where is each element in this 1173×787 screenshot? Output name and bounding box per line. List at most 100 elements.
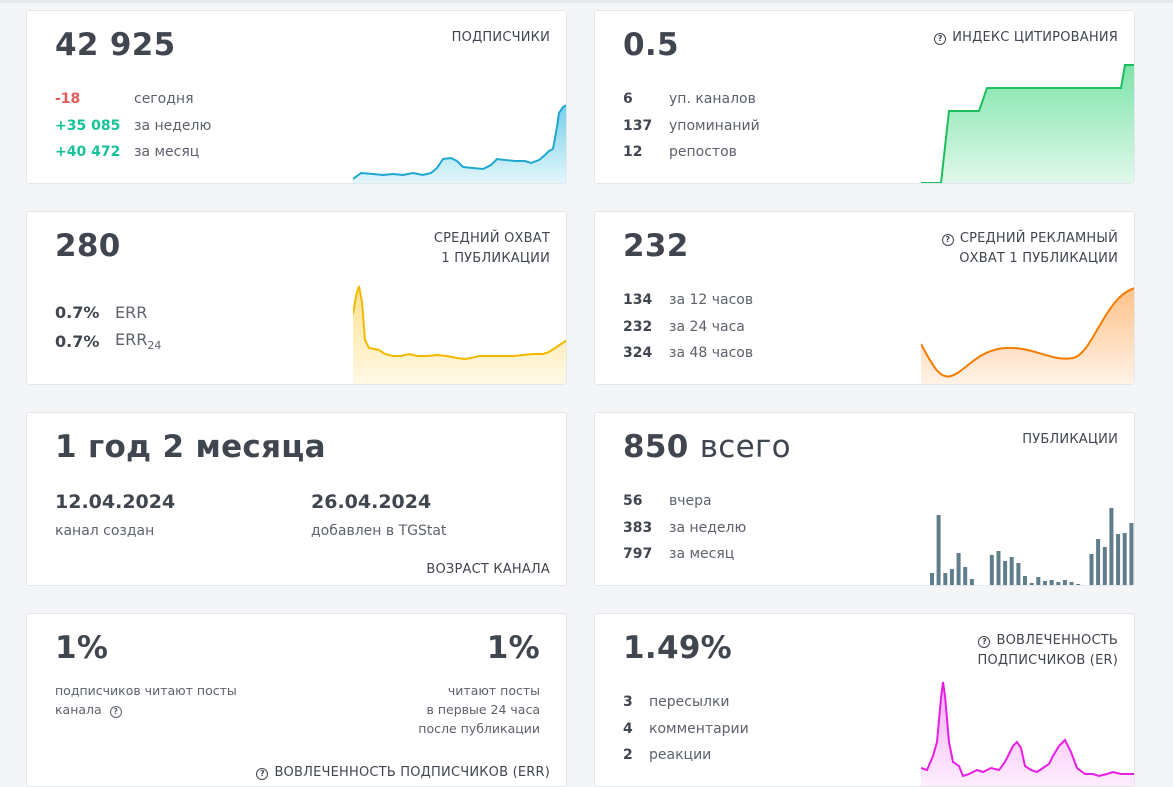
err-right-label-line2: в первые 24 часа — [426, 702, 541, 717]
er-stats: 3 пересылки 4 комментарии 2 реакции — [623, 689, 749, 769]
publications-week-label: за неделю — [669, 519, 747, 536]
err-right-value: 1% — [486, 630, 540, 666]
er-title: ? ВОВЛЕЧЕННОСТЬ ПОДПИСЧИКОВ (ER) — [978, 631, 1118, 671]
ad-reach-title: ? СРЕДНИЙ РЕКЛАМНЫЙ ОХВАТ 1 ПУБЛИКАЦИИ — [941, 229, 1118, 269]
publications-bar — [949, 569, 954, 585]
err-left-label: подписчиков читают посты канала ? — [55, 681, 237, 719]
publications-bar — [963, 567, 968, 585]
er-reactions-value: 2 — [623, 747, 633, 764]
er-sparkline — [921, 681, 1134, 786]
publications-bar — [1056, 582, 1061, 585]
publications-bar — [996, 551, 1001, 585]
citation-title: ? ИНДЕКС ЦИТИРОВАНИЯ — [934, 28, 1118, 48]
citation-sparkline — [921, 64, 1134, 183]
subscribers-today-label: сегодня — [134, 91, 194, 108]
publications-bar — [1102, 547, 1107, 585]
err-right-label-line1: читают посты — [447, 683, 540, 698]
reach-err24-sub: 24 — [147, 339, 162, 353]
ad-reach-12h-label: за 12 часов — [669, 292, 754, 309]
citation-channels-label: уп. каналов — [669, 91, 756, 108]
publications-month-value: 797 — [623, 546, 653, 563]
ad-reach-stats: 134 за 12 часов 232 за 24 часа 324 за 48 ча… — [623, 287, 753, 367]
help-icon[interactable]: ? — [934, 33, 947, 45]
subscribers-card[interactable]: 42 925 ПОДПИСЧИКИ -18 сегодня +35 085 за н… — [26, 10, 567, 184]
publications-bar — [1003, 561, 1008, 585]
reach-sparkline — [353, 285, 566, 384]
publications-bar — [1116, 534, 1121, 585]
subscribers-today-value: -18 — [55, 91, 81, 108]
subscribers-title: ПОДПИСЧИКИ — [451, 30, 550, 45]
err-card[interactable]: 1% 1% подписчиков читают посты канала ? … — [26, 613, 567, 787]
publications-bar — [1109, 508, 1114, 585]
publications-yesterday-label: вчера — [669, 493, 712, 510]
er-title-line1: ? ВОВЛЕЧЕННОСТЬ — [978, 631, 1118, 651]
err-left-value: 1% — [55, 630, 109, 666]
er-value: 1.49% — [623, 630, 733, 666]
publications-total: 850 всего — [623, 429, 791, 465]
subscribers-sparkline — [353, 104, 566, 183]
help-icon[interactable]: ? — [941, 234, 954, 246]
ad-reach-sparkline — [921, 287, 1134, 384]
reach-card[interactable]: 280 СРЕДНИЙ ОХВАТ 1 ПУБЛИКАЦИИ 0.7% ERR 0.… — [26, 211, 567, 385]
publications-bar — [1023, 576, 1027, 585]
added-date: 26.04.2024 — [311, 491, 432, 513]
channel-age-value: 1 год 2 месяца — [55, 429, 326, 465]
publications-bar — [1122, 533, 1127, 585]
reach-err24-value: 0.7% — [55, 332, 100, 351]
citation-channels-value: 6 — [623, 91, 633, 108]
reach-title-line1: СРЕДНИЙ ОХВАТ — [433, 231, 550, 246]
er-card[interactable]: 1.49% ? ВОВЛЕЧЕННОСТЬ ПОДПИСЧИКОВ (ER) 3 пе… — [594, 613, 1135, 787]
citation-mentions-value: 137 — [623, 117, 653, 134]
channel-age-title: ВОЗРАСТ КАНАЛА — [426, 562, 550, 577]
publications-bar — [930, 573, 934, 585]
subscribers-count: 42 925 — [55, 27, 176, 63]
publications-bar — [956, 553, 961, 585]
citation-reposts-label: репостов — [669, 144, 737, 161]
publications-stats: 56 вчера 383 за неделю 797 за месяц — [623, 488, 746, 568]
publications-bar — [936, 515, 941, 585]
er-forwards-label: пересылки — [649, 694, 730, 711]
subscribers-week-label: за неделю — [134, 117, 212, 134]
publications-bar — [1129, 523, 1134, 585]
publications-bar — [1089, 554, 1094, 585]
subscribers-line — [353, 104, 566, 180]
created-label: канал создан — [55, 523, 155, 539]
citation-mentions-label: упоминаний — [669, 117, 760, 134]
publications-month-label: за месяц — [669, 546, 735, 563]
help-icon[interactable]: ? — [109, 706, 122, 718]
added-label: добавлен в TGStat — [311, 523, 447, 539]
er-title-line1-text: ВОВЛЕЧЕННОСТЬ — [996, 633, 1118, 648]
er-reactions-label: реакции — [649, 747, 712, 764]
err-left-label-line1: подписчиков читают посты — [55, 683, 237, 698]
ad-reach-line — [921, 287, 1134, 378]
citation-index-value: 0.5 — [623, 27, 679, 63]
err-title: ? ВОВЛЕЧЕННОСТЬ ПОДПИСЧИКОВ (ERR) — [256, 765, 550, 780]
ad-reach-48h-label: за 48 часов — [669, 345, 754, 362]
reach-err24-label: ERR24 — [115, 330, 161, 352]
citation-stats: 6 уп. каналов 137 упоминаний 12 репостов — [623, 86, 760, 166]
channel-age-card[interactable]: 1 год 2 месяца 12.04.2024 канал создан 2… — [26, 412, 567, 586]
subscribers-stats: -18 сегодня +35 085 за неделю +40 472 за ме… — [55, 86, 211, 166]
publications-title: ПУБЛИКАЦИИ — [1022, 432, 1118, 447]
err-title-text: ВОВЛЕЧЕННОСТЬ ПОДПИСЧИКОВ (ERR) — [274, 765, 550, 780]
err-right-label: читают посты в первые 24 часа после публ… — [418, 681, 540, 738]
publications-bar — [1009, 557, 1014, 585]
reach-err-value: 0.7% — [55, 303, 100, 322]
help-icon[interactable]: ? — [978, 636, 991, 648]
er-title-line2: ПОДПИСЧИКОВ (ER) — [977, 653, 1118, 668]
er-comments-label: комментарии — [649, 720, 749, 737]
ad-reach-card[interactable]: 232 ? СРЕДНИЙ РЕКЛАМНЫЙ ОХВАТ 1 ПУБЛИКАЦИИ… — [594, 211, 1135, 385]
publications-card[interactable]: 850 всего ПУБЛИКАЦИИ 56 вчера 383 за недел… — [594, 412, 1135, 586]
reach-title: СРЕДНИЙ ОХВАТ 1 ПУБЛИКАЦИИ — [434, 229, 550, 269]
publications-bar — [969, 579, 974, 585]
ad-reach-value: 232 — [623, 228, 689, 264]
top-bar — [0, 0, 1173, 3]
ad-reach-48h-value: 324 — [623, 345, 653, 362]
citation-title-text: ИНДЕКС ЦИТИРОВАНИЯ — [952, 30, 1118, 45]
reach-err24-label-text: ERR — [115, 330, 148, 350]
publications-bar — [1029, 583, 1034, 585]
reach-err-label: ERR — [115, 303, 148, 322]
publications-bar — [1069, 582, 1074, 585]
help-icon[interactable]: ? — [256, 768, 269, 780]
citation-card[interactable]: 0.5 ? ИНДЕКС ЦИТИРОВАНИЯ 6 уп. каналов 137… — [594, 10, 1135, 184]
